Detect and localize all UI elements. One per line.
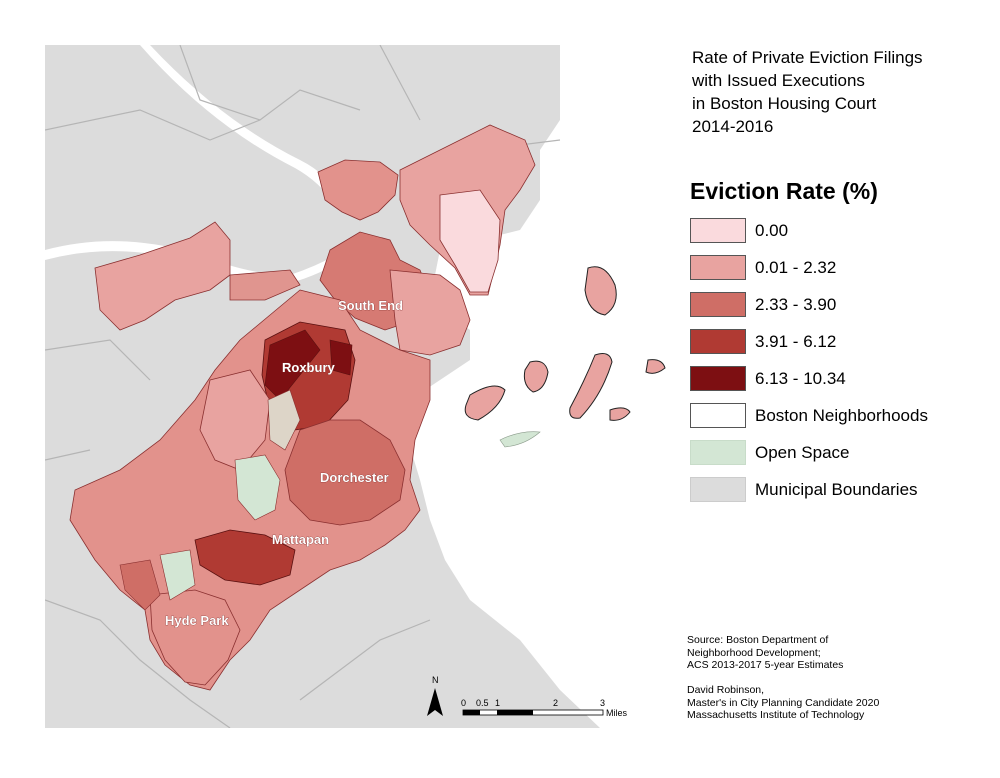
credit-line-2: Master's in City Planning Candidate 2020 [687, 696, 880, 709]
label-hyde-park: Hyde Park [165, 613, 229, 628]
scale-tick-0: 0 [461, 698, 466, 708]
scale-unit: Miles [606, 708, 628, 718]
legend-swatch [690, 477, 746, 502]
map-area [45, 45, 678, 728]
legend-label: Boston Neighborhoods [755, 405, 928, 425]
title-line-3: in Boston Housing Court [692, 94, 877, 113]
scale-tick-4: 3 [600, 698, 605, 708]
legend-item: Boston Neighborhoods [690, 402, 990, 429]
north-arrow-icon: N [427, 675, 443, 716]
legend-label: 0.01 - 2.32 [755, 257, 837, 277]
legend-label: 6.13 - 10.34 [755, 368, 846, 388]
legend-item: 0.00 [690, 217, 990, 244]
legend-label: Open Space [755, 442, 850, 462]
island-4 [464, 385, 506, 421]
title-line-2: with Issued Executions [692, 71, 865, 90]
legend-swatch [690, 403, 746, 428]
map-title: Rate of Private Eviction Filings with Is… [692, 46, 992, 138]
legend-item: 6.13 - 10.34 [690, 365, 990, 392]
source-note: Source: Boston Department of Neighborhoo… [687, 634, 987, 672]
legend-item: 3.91 - 6.12 [690, 328, 990, 355]
mystic-river [140, 45, 340, 205]
legend-swatch [690, 440, 746, 465]
dorchester [284, 419, 406, 526]
mattapan [194, 529, 296, 586]
forest-hills [267, 389, 301, 451]
legend: Eviction Rate (%) 0.00 0.01 - 2.32 2.33 … [690, 178, 990, 513]
source-line-1: Source: Boston Department of [687, 634, 829, 646]
legend-label: 2.33 - 3.90 [755, 294, 837, 314]
credit-line-3: Massachusetts Institute of Technology [687, 709, 865, 721]
scale-tick-3: 2 [553, 698, 558, 708]
scale-tick-2: 1 [495, 698, 500, 708]
legend-swatch [690, 366, 746, 391]
author-credit: David Robinson, Master's in City Plannin… [687, 684, 987, 722]
source-line-3: ACS 2013-2017 5-year Estimates [687, 659, 844, 671]
legend-swatch [690, 255, 746, 280]
roxbury-high-2 [329, 339, 353, 376]
scale-bar: 0 0.5 1 2 3 Miles [461, 698, 628, 718]
source-line-2: Neighborhood Development; [687, 646, 821, 659]
jamaica-plain [199, 369, 271, 471]
legend-item: Municipal Boundaries [690, 476, 990, 503]
label-mattapan: Mattapan [272, 532, 329, 547]
island-2 [569, 353, 613, 419]
fenway [229, 269, 301, 301]
legend-swatch [690, 292, 746, 317]
title-line-4: 2014-2016 [692, 117, 774, 136]
legend-label: 0.00 [755, 220, 789, 240]
legend-item: 0.01 - 2.32 [690, 254, 990, 281]
stony-brook [159, 549, 196, 601]
island-1 [584, 266, 617, 316]
label-roxbury: Roxbury [282, 360, 336, 375]
logan-airport [439, 189, 501, 293]
title-line-1: Rate of Private Eviction Filings [692, 48, 923, 67]
north-label: N [432, 675, 439, 685]
franklin-park [234, 454, 281, 521]
roxbury-high [264, 329, 321, 401]
legend-item: 2.33 - 3.90 [690, 291, 990, 318]
legend-label: Municipal Boundaries [755, 479, 918, 499]
legend-item: Open Space [690, 439, 990, 466]
legend-swatch [690, 218, 746, 243]
label-south-end: South End [338, 298, 403, 313]
island-6 [645, 359, 666, 374]
legend-swatch [690, 329, 746, 354]
hyde-park [149, 589, 241, 686]
label-dorchester: Dorchester [320, 470, 389, 485]
island-3 [523, 360, 549, 393]
allston-brighton [94, 221, 231, 331]
legend-label: 3.91 - 6.12 [755, 331, 837, 351]
south-boston [389, 269, 471, 356]
island-open-space [499, 431, 541, 448]
island-5 [609, 407, 631, 421]
legend-heading: Eviction Rate (%) [690, 178, 878, 204]
hyde-park-west [119, 559, 161, 611]
municipal-boundaries [45, 45, 561, 728]
charlestown [317, 159, 399, 221]
credit-line-1: David Robinson, [687, 684, 765, 696]
scale-tick-1: 0.5 [476, 698, 489, 708]
